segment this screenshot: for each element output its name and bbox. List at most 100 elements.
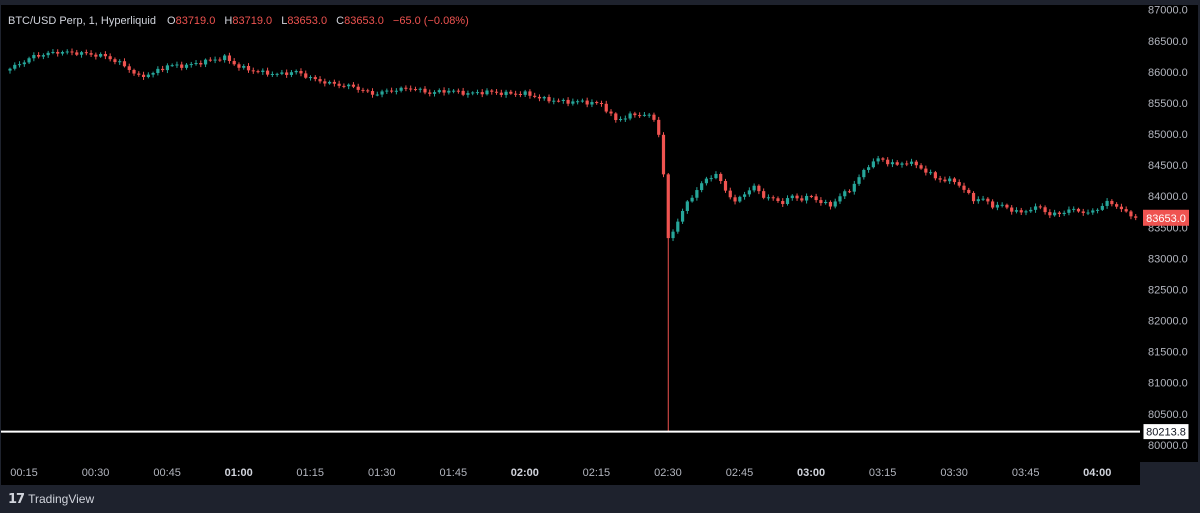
candle-body[interactable] (733, 197, 737, 202)
candle-body[interactable] (852, 183, 856, 192)
candle-body[interactable] (843, 191, 847, 197)
candle-body[interactable] (976, 199, 980, 202)
candle-body[interactable] (494, 91, 499, 93)
candle-body[interactable] (561, 99, 565, 102)
candle-body[interactable] (218, 59, 222, 61)
candle-body[interactable] (256, 71, 260, 73)
candle-body[interactable] (1110, 200, 1114, 205)
candle-body[interactable] (127, 66, 131, 70)
candle-body[interactable] (327, 81, 332, 84)
candle-body[interactable] (370, 91, 375, 95)
candle-body[interactable] (819, 200, 823, 204)
candle-body[interactable] (1062, 212, 1066, 215)
candle-body[interactable] (647, 114, 651, 116)
horizontal-line-group[interactable]: 80213.8 (1, 423, 1190, 441)
candle-body[interactable] (356, 86, 360, 90)
candle-body[interactable] (762, 191, 766, 198)
candle-body[interactable] (576, 101, 580, 103)
candle-body[interactable] (413, 89, 418, 91)
candle-body[interactable] (680, 210, 685, 222)
candle-body[interactable] (638, 115, 642, 117)
candle-body[interactable] (480, 92, 484, 95)
candle-body[interactable] (70, 51, 74, 53)
candle-body[interactable] (189, 64, 193, 66)
candle-body[interactable] (1091, 210, 1095, 213)
candle-body[interactable] (1119, 206, 1124, 210)
candle-body[interactable] (17, 64, 22, 66)
candle-body[interactable] (1053, 212, 1057, 216)
candle-body[interactable] (361, 89, 365, 91)
candle-body[interactable] (1038, 206, 1042, 208)
candle-body[interactable] (99, 53, 103, 57)
candle-body[interactable] (1057, 212, 1061, 215)
candle-body[interactable] (1105, 200, 1109, 206)
candle-body[interactable] (657, 119, 661, 135)
candle-body[interactable] (41, 55, 45, 57)
candle-body[interactable] (385, 90, 389, 92)
candle-body[interactable] (8, 68, 12, 71)
candle-body[interactable] (79, 52, 84, 55)
candle-body[interactable] (294, 71, 298, 73)
candle-body[interactable] (1076, 208, 1081, 212)
candle-body[interactable] (824, 201, 828, 204)
candle-body[interactable] (394, 90, 398, 92)
candle-body[interactable] (671, 231, 675, 239)
candle-body[interactable] (909, 161, 914, 164)
candle-body[interactable] (948, 178, 952, 182)
candle-body[interactable] (84, 52, 88, 54)
candle-body[interactable] (523, 91, 527, 95)
candle-body[interactable] (1019, 210, 1023, 213)
candle-body[interactable] (900, 163, 904, 165)
candle-body[interactable] (623, 118, 627, 120)
candle-body[interactable] (971, 192, 976, 202)
candle-body[interactable] (1024, 211, 1028, 213)
candle-body[interactable] (742, 194, 747, 197)
candle-body[interactable] (409, 88, 413, 90)
candle-body[interactable] (323, 81, 327, 84)
candle-body[interactable] (719, 173, 723, 182)
candle-body[interactable] (122, 61, 127, 67)
candle-body[interactable] (1129, 211, 1133, 217)
candle-body[interactable] (118, 61, 122, 63)
candle-body[interactable] (738, 196, 742, 202)
candle-body[interactable] (347, 84, 351, 87)
candle-body[interactable] (709, 178, 713, 180)
candle-body[interactable] (242, 65, 246, 68)
candle-body[interactable] (261, 70, 265, 72)
candle-body[interactable] (471, 92, 475, 94)
candle-body[interactable] (65, 51, 69, 53)
candle-body[interactable] (828, 201, 833, 207)
candle-body[interactable] (342, 85, 346, 87)
candle-body[interactable] (704, 178, 709, 184)
candle-body[interactable] (199, 63, 203, 65)
candle-body[interactable] (141, 74, 146, 77)
candle-body[interactable] (685, 201, 689, 211)
candle-body[interactable] (809, 195, 813, 197)
time-axis[interactable] (1, 462, 1140, 485)
candle-body[interactable] (533, 95, 537, 97)
candle-body[interactable] (490, 90, 494, 92)
candle-body[interactable] (499, 92, 503, 95)
candle-body[interactable] (461, 90, 465, 95)
candle-body[interactable] (318, 79, 322, 82)
candle-body[interactable] (781, 201, 785, 204)
candle-body[interactable] (962, 185, 966, 190)
candle-body[interactable] (1081, 211, 1085, 213)
candle-body[interactable] (442, 90, 446, 93)
candle-body[interactable] (170, 65, 174, 67)
plot-area[interactable] (1, 5, 1140, 462)
candle-body[interactable] (108, 56, 112, 60)
candle-body[interactable] (728, 190, 732, 198)
candle-body[interactable] (237, 64, 241, 68)
candle-body[interactable] (924, 168, 928, 173)
candle-body[interactable] (1100, 205, 1104, 210)
candle-body[interactable] (1010, 207, 1014, 212)
candle-body[interactable] (1072, 208, 1076, 210)
candle-body[interactable] (714, 173, 718, 179)
candle-body[interactable] (132, 69, 136, 74)
candle-body[interactable] (37, 55, 41, 57)
candle-body[interactable] (146, 74, 150, 77)
candle-body[interactable] (285, 72, 289, 75)
candle-body[interactable] (504, 91, 508, 95)
candle-body[interactable] (423, 88, 427, 93)
